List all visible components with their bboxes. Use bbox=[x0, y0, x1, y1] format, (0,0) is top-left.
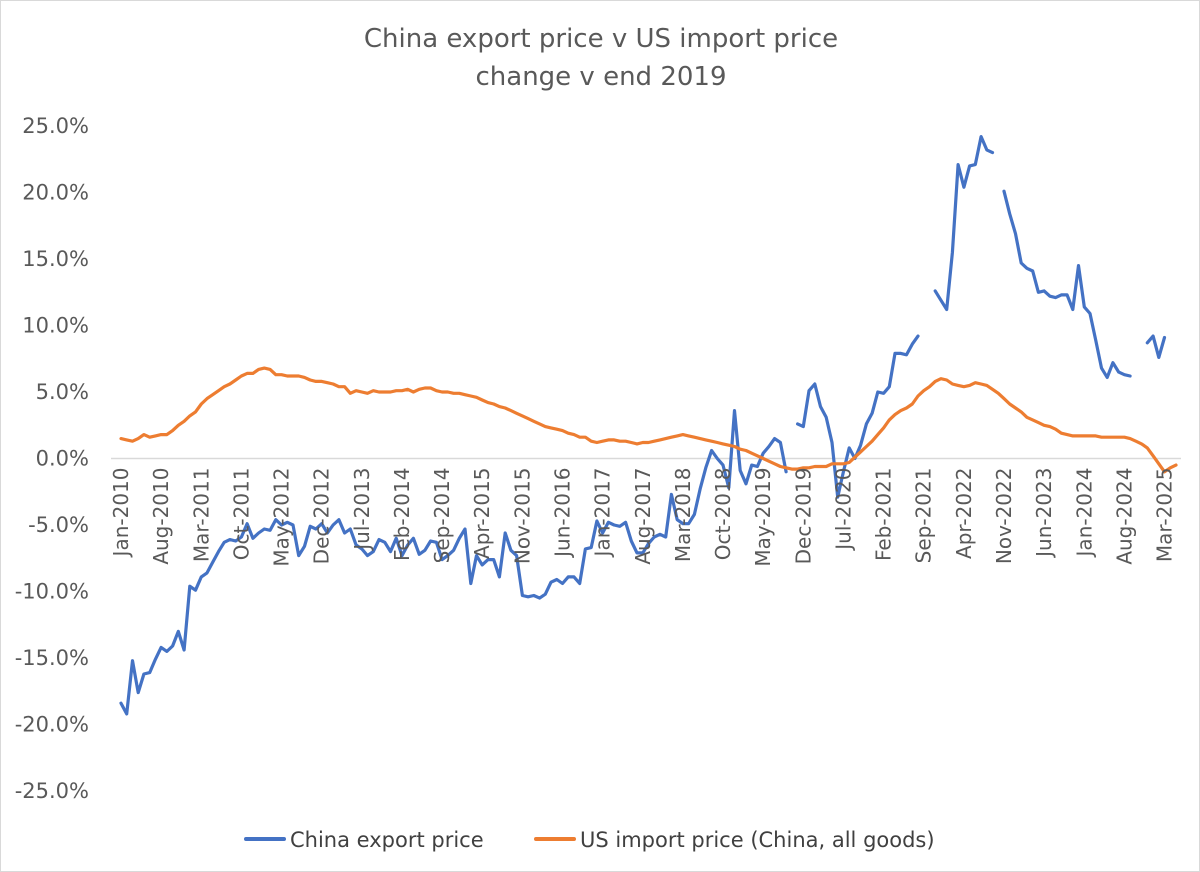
y-tick-label: 10.0% bbox=[22, 314, 89, 338]
x-tick-label: Nov-2015 bbox=[510, 468, 534, 565]
series-line-segment bbox=[119, 366, 1178, 474]
x-tick-label: Nov-2022 bbox=[992, 468, 1016, 565]
series-us-import-price bbox=[119, 366, 1178, 474]
x-tick-label: May-2012 bbox=[270, 468, 294, 567]
x-tick-label: Jan-2017 bbox=[591, 468, 615, 559]
legend: China export price US import price (Chin… bbox=[244, 828, 935, 852]
x-tick-label: Jan-2010 bbox=[109, 468, 133, 559]
x-tick-label: Jun-2016 bbox=[550, 468, 574, 559]
y-tick-label: 5.0% bbox=[36, 380, 89, 404]
legend-label-china-export: China export price bbox=[290, 828, 484, 852]
series-line-segment bbox=[933, 135, 995, 312]
y-tick-label: 25.0% bbox=[22, 114, 89, 138]
x-tick-label: Mar-2011 bbox=[189, 468, 213, 563]
x-tick-label: Feb-2014 bbox=[390, 468, 414, 562]
x-tick-label: Apr-2022 bbox=[952, 468, 976, 559]
series-line-segment bbox=[119, 409, 788, 716]
series-china-export-price bbox=[119, 135, 1167, 716]
x-tick-label: Jul-2020 bbox=[831, 468, 855, 552]
x-tick-label: Oct-2011 bbox=[229, 468, 253, 561]
x-tick-label: Apr-2015 bbox=[470, 468, 494, 559]
x-tick-label: Sep-2014 bbox=[430, 467, 454, 563]
x-tick-label: Dec-2012 bbox=[310, 468, 334, 565]
y-tick-label: -15.0% bbox=[15, 646, 89, 670]
y-tick-label: -20.0% bbox=[15, 713, 89, 737]
y-tick-label: 20.0% bbox=[22, 181, 89, 205]
x-tick-label: Jan-2024 bbox=[1072, 468, 1096, 559]
series-line-segment bbox=[1145, 334, 1167, 359]
x-tick-label: Aug-2010 bbox=[149, 468, 173, 565]
x-tick-label: May-2019 bbox=[751, 468, 775, 567]
x-tick-label: Aug-2024 bbox=[1112, 468, 1136, 565]
x-tick-label: Oct-2018 bbox=[711, 468, 735, 561]
x-tick-label: Mar-2018 bbox=[671, 468, 695, 563]
y-axis-tick-labels: 25.0% 20.0% 15.0% 10.0% 5.0% 0.0% -5.0% -10.0% -… bbox=[15, 114, 89, 803]
y-tick-label: -5.0% bbox=[28, 513, 89, 537]
chart-title: China export price v US import price bbox=[364, 24, 838, 54]
y-tick-label: 15.0% bbox=[22, 247, 89, 271]
x-tick-label: Sep-2021 bbox=[912, 468, 936, 564]
series-line-segment bbox=[795, 334, 920, 499]
series-layer bbox=[119, 135, 1178, 716]
chart-subtitle: change v end 2019 bbox=[475, 62, 726, 92]
x-tick-label: Jun-2023 bbox=[1032, 468, 1056, 559]
y-tick-label: -25.0% bbox=[15, 779, 89, 803]
x-tick-label: Feb-2021 bbox=[872, 468, 896, 562]
x-tick-label: Jul-2013 bbox=[350, 468, 374, 552]
x-tick-label: Dec-2019 bbox=[791, 468, 815, 565]
legend-label-us-import: US import price (China, all goods) bbox=[580, 828, 935, 852]
x-tick-label: Mar-2025 bbox=[1153, 468, 1177, 563]
series-line-segment bbox=[1002, 189, 1132, 379]
x-tick-label: Aug-2017 bbox=[631, 468, 655, 565]
x-axis-tick-labels: Jan-2010 Aug-2010 Mar-2011 Oct-2011 May-2012… bbox=[109, 467, 1177, 566]
y-tick-label: -10.0% bbox=[15, 580, 89, 604]
y-tick-label: 0.0% bbox=[36, 447, 89, 471]
